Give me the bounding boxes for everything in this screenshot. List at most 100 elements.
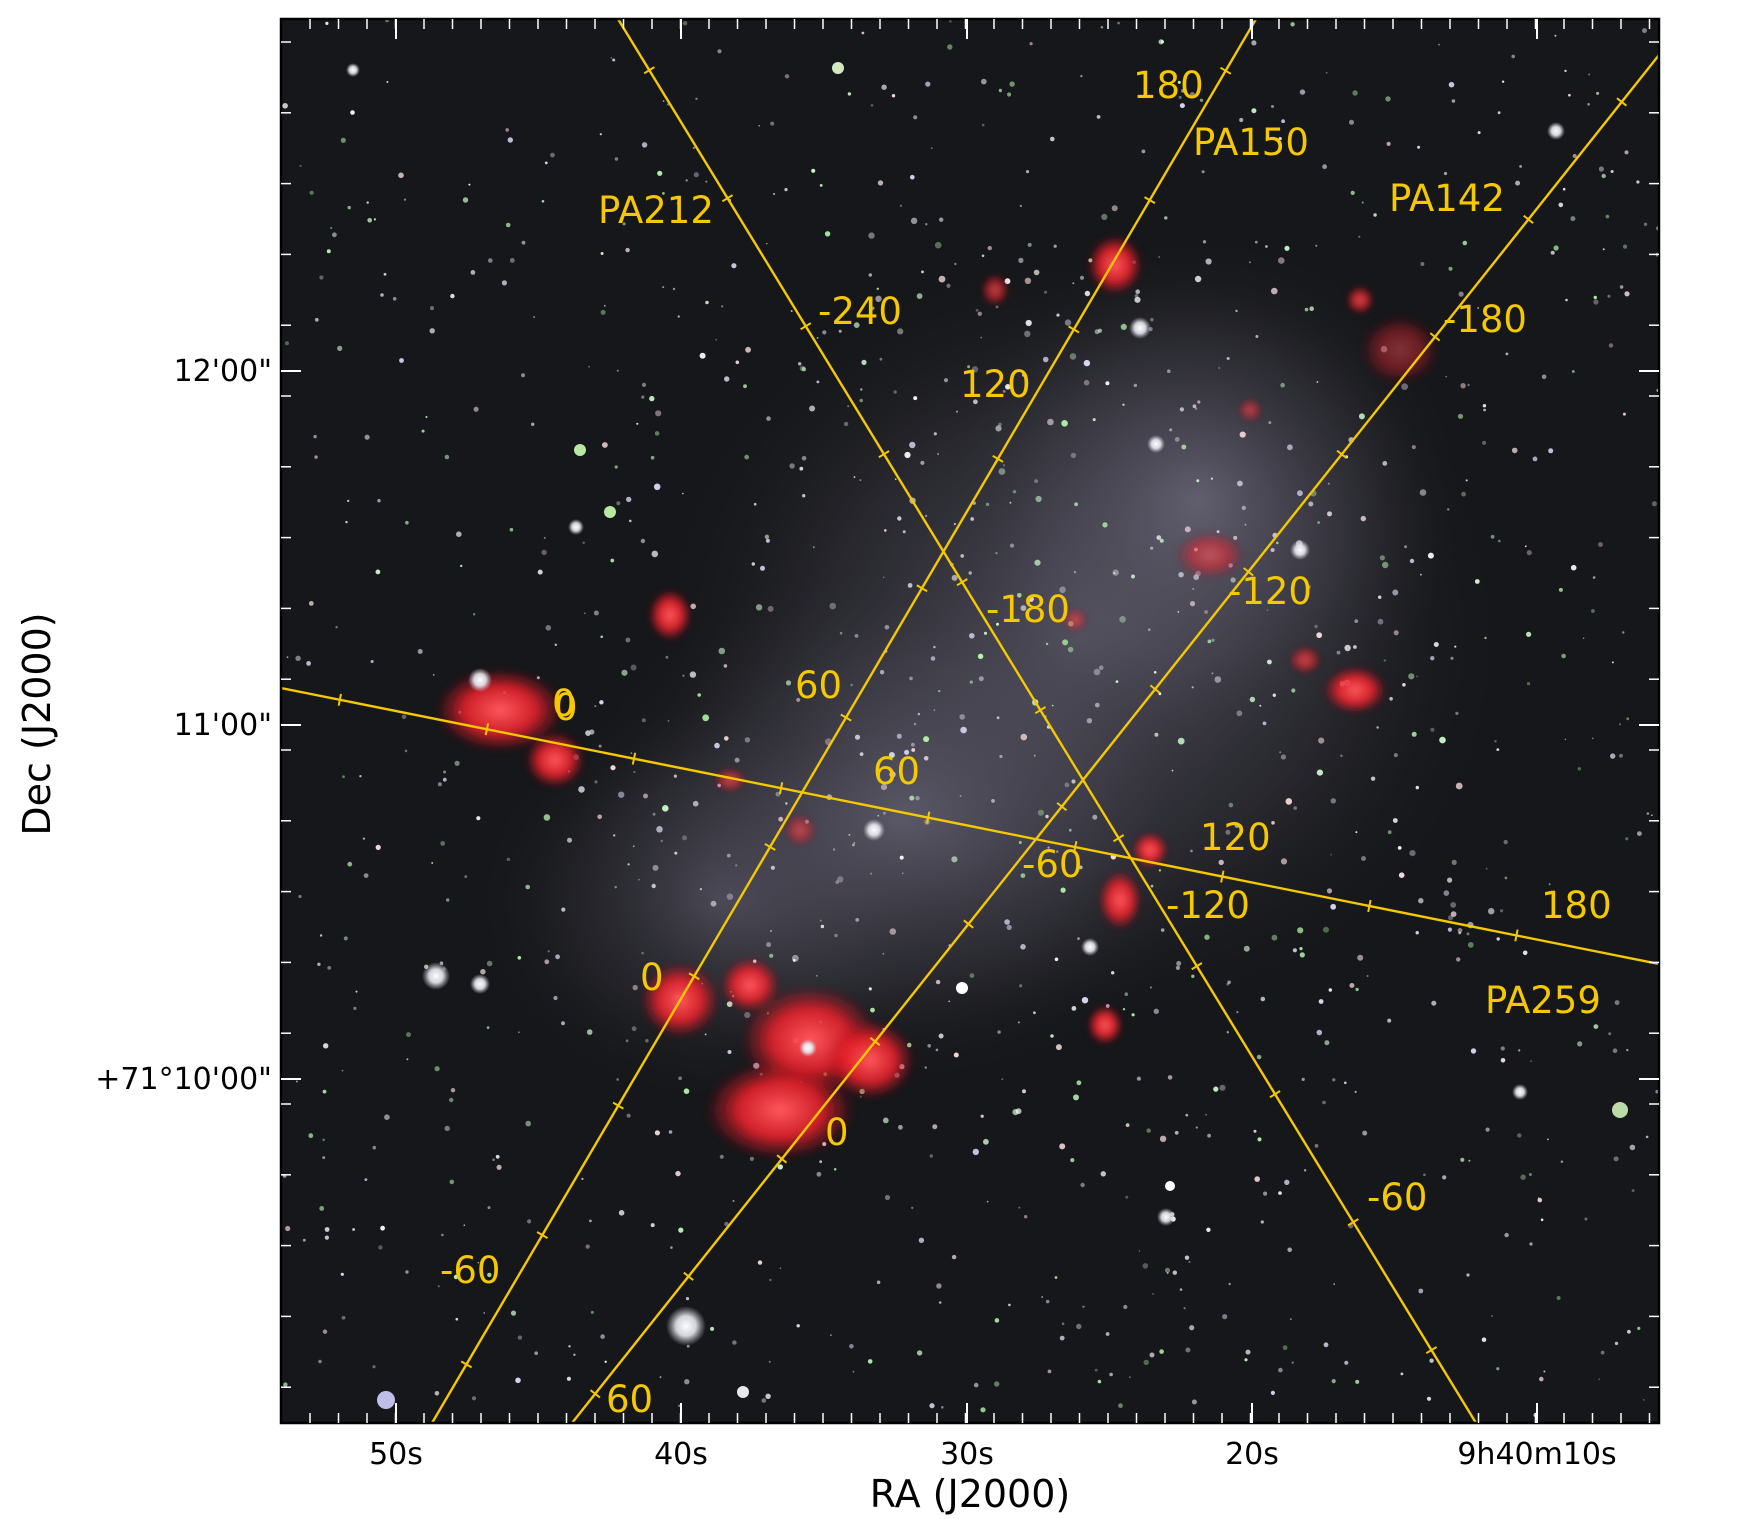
star: [785, 680, 792, 686]
star: [590, 1310, 594, 1314]
star: [417, 649, 423, 654]
star: [1503, 839, 1508, 845]
star: [847, 405, 850, 407]
star: [343, 936, 348, 941]
star: [1392, 818, 1398, 823]
star: [995, 425, 1002, 432]
star: [1092, 418, 1096, 422]
star: [1069, 353, 1077, 360]
star: [1564, 738, 1567, 741]
star: [1462, 240, 1468, 246]
star: [1330, 903, 1337, 910]
star: [1054, 957, 1059, 962]
slit-offset-label: 180: [1133, 64, 1204, 107]
star: [1060, 887, 1066, 893]
star: [1249, 696, 1256, 703]
star: [1314, 624, 1318, 629]
star: [1627, 1329, 1631, 1334]
star: [770, 865, 776, 870]
star: [1102, 522, 1108, 528]
star: [521, 240, 526, 245]
star: [1461, 491, 1466, 497]
star: [1360, 515, 1367, 522]
star: [1267, 659, 1272, 665]
star: [732, 1340, 737, 1345]
star: [953, 522, 957, 526]
star: [1228, 802, 1234, 808]
star: [352, 1228, 355, 1231]
star: [1236, 1011, 1239, 1014]
star: [463, 1224, 466, 1226]
star: [1119, 616, 1126, 623]
star: [1192, 587, 1195, 590]
star: [1284, 245, 1290, 251]
star: [690, 603, 696, 610]
star: [1111, 205, 1118, 212]
star: [347, 861, 353, 867]
star: [1123, 1304, 1128, 1310]
star: [855, 918, 860, 922]
x-tick-label: 40s: [654, 1437, 708, 1472]
star: [581, 1177, 584, 1181]
star: [384, 1114, 390, 1120]
star: [972, 1148, 979, 1156]
slit-offset-label: 0: [554, 686, 578, 729]
star: [755, 604, 763, 611]
star: [1306, 585, 1311, 589]
star: [1009, 543, 1015, 548]
star: [1447, 877, 1453, 883]
slit-tick: [1269, 1090, 1281, 1099]
star: [1128, 1376, 1131, 1379]
star: [487, 1272, 492, 1278]
star: [939, 217, 944, 222]
star: [820, 924, 825, 929]
star: [1562, 187, 1566, 191]
star: [1571, 370, 1575, 373]
star: [1158, 869, 1162, 872]
slit-tick: [1367, 899, 1372, 913]
star: [378, 1245, 383, 1250]
star: [859, 479, 862, 481]
star: [882, 576, 885, 579]
star: [1328, 988, 1333, 992]
star: [353, 1006, 357, 1011]
star: [1268, 421, 1272, 425]
star: [1450, 902, 1457, 908]
star: [1418, 898, 1424, 904]
star: [1033, 1011, 1036, 1015]
star: [1349, 983, 1355, 988]
star: [341, 1315, 346, 1320]
star: [449, 1179, 455, 1185]
star: [285, 1225, 291, 1232]
star: [1370, 776, 1376, 781]
star: [1455, 711, 1459, 716]
star: [704, 1033, 707, 1036]
star: [1191, 974, 1195, 978]
star: [1018, 257, 1024, 263]
star: [983, 631, 988, 635]
star: [1423, 1173, 1426, 1177]
star: [621, 669, 628, 676]
star: [618, 1210, 625, 1216]
star: [770, 121, 775, 126]
star: [948, 1000, 950, 1003]
star: [884, 1194, 891, 1201]
star: [1494, 740, 1497, 743]
star: [1086, 718, 1093, 724]
star: [1079, 275, 1085, 280]
star: [1624, 291, 1630, 297]
star: [816, 1171, 822, 1177]
star: [1602, 248, 1605, 251]
star: [1317, 521, 1320, 524]
slit-offset-label: -60: [1022, 843, 1082, 886]
star: [1225, 829, 1231, 835]
star: [1149, 1352, 1155, 1358]
star: [1593, 1024, 1599, 1029]
star: [1125, 1123, 1130, 1127]
star: [610, 765, 616, 771]
star: [1236, 710, 1243, 717]
star: [785, 802, 788, 805]
star: [692, 800, 699, 807]
star: [375, 569, 381, 575]
